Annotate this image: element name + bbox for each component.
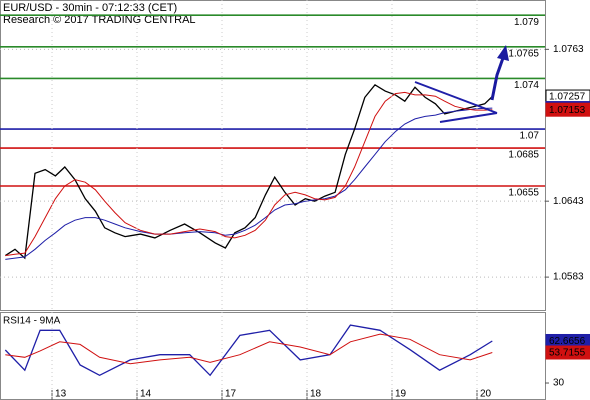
y-tick-label: 1.0583 bbox=[553, 272, 584, 283]
trend-line bbox=[439, 112, 498, 123]
level-label: 1.0765 bbox=[508, 48, 539, 59]
price-tag bbox=[545, 102, 590, 117]
level-label: 1.07 bbox=[520, 131, 540, 142]
chart-title: EUR/USD - 30min - 07:12:33 (CET) bbox=[3, 2, 177, 14]
series-line bbox=[4, 324, 493, 377]
level-label: 1.0655 bbox=[508, 188, 539, 199]
price-tag-label: 53.7155 bbox=[549, 348, 586, 359]
series-line bbox=[5, 333, 493, 365]
rsi-title: RSI14 - 9MA bbox=[3, 316, 61, 327]
level-label: 1.0685 bbox=[508, 150, 539, 161]
series-line bbox=[5, 91, 493, 257]
x-tick-label: 20 bbox=[480, 389, 492, 400]
level-label: 1.079 bbox=[514, 17, 539, 28]
level-label: 1.074 bbox=[514, 80, 539, 91]
x-tick-label: 14 bbox=[140, 389, 152, 400]
price-tag-label: 1.07153 bbox=[549, 105, 586, 116]
y-tick-label: 1.0643 bbox=[553, 196, 584, 207]
price-tag-label: 62.6656 bbox=[549, 336, 586, 347]
y-tick-label: 30 bbox=[553, 378, 565, 389]
x-tick-label: 18 bbox=[310, 389, 322, 400]
forecast-arrow-head bbox=[497, 45, 509, 61]
x-tick-label: 13 bbox=[55, 389, 67, 400]
forecast-arrow bbox=[490, 57, 505, 101]
x-tick-label: 17 bbox=[225, 389, 237, 400]
trend-line bbox=[414, 81, 498, 114]
y-tick-label: 1.0763 bbox=[553, 44, 584, 55]
chart-subtitle: Research © 2017 TRADING CENTRAL bbox=[3, 14, 196, 26]
series-line bbox=[4, 83, 493, 260]
price-tag-label: 1.07257 bbox=[549, 92, 586, 103]
series-line bbox=[5, 107, 493, 260]
main-frame bbox=[0, 0, 546, 311]
x-tick-label: 19 bbox=[395, 389, 407, 400]
price-tag bbox=[545, 345, 590, 360]
rsi-frame bbox=[0, 312, 546, 400]
